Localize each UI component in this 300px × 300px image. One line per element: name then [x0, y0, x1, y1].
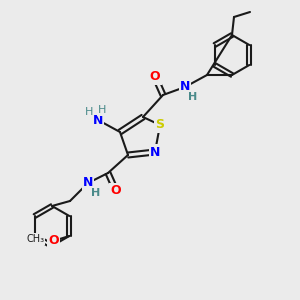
Text: N: N [150, 146, 160, 158]
Text: H: H [92, 188, 100, 198]
Text: N: N [180, 80, 190, 94]
Text: O: O [48, 235, 58, 248]
Text: N: N [83, 176, 93, 190]
Text: S: S [155, 118, 164, 131]
Text: H: H [85, 107, 93, 117]
Text: H: H [188, 92, 198, 102]
Text: N: N [93, 113, 103, 127]
Text: CH₃: CH₃ [26, 234, 44, 244]
Text: O: O [150, 70, 160, 83]
Text: O: O [111, 184, 121, 197]
Text: H: H [98, 105, 106, 115]
